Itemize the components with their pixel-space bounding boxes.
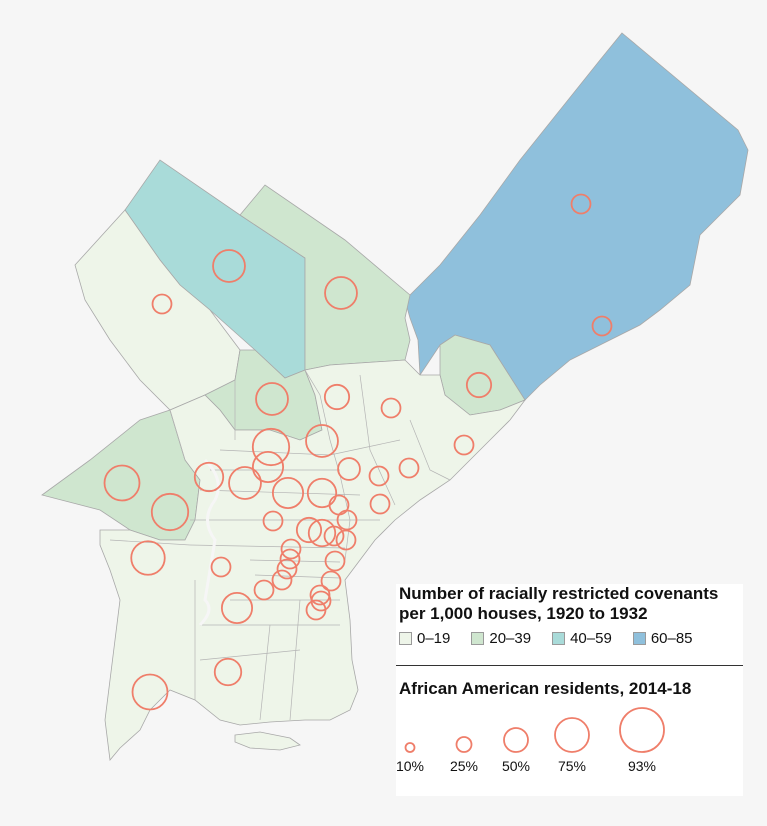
percentage-circle — [251, 450, 285, 484]
legend-item-20-39: 20–39 — [471, 630, 531, 647]
size-circle-93 — [619, 707, 665, 753]
size-circle-75 — [554, 717, 590, 753]
percentage-circle — [212, 249, 246, 283]
percentage-circle — [309, 584, 331, 606]
percentage-circle — [276, 558, 298, 580]
swatch-label-20-39: 20–39 — [489, 630, 532, 647]
internal-boundaries — [109, 369, 451, 721]
legend-swatches: 0–19 20–39 40–59 60–85 — [399, 630, 714, 647]
swatch-0-19 — [399, 632, 412, 645]
percentage-circle — [323, 525, 345, 547]
percentage-circle — [103, 464, 141, 502]
percentage-circle — [193, 461, 225, 493]
percentage-circle — [255, 382, 289, 416]
percentage-circle — [253, 579, 275, 601]
percentage-circle — [324, 550, 346, 572]
percentage-circles — [103, 193, 613, 711]
percentage-circle — [453, 434, 475, 456]
size-circles — [404, 707, 665, 753]
percentage-circle — [324, 276, 358, 310]
size-label-50: 50% — [502, 758, 530, 774]
percentage-circle — [368, 465, 390, 487]
percentage-circle — [271, 476, 305, 510]
legend-panel: Number of racially restricted covenants … — [396, 584, 743, 796]
legend-item-60-85: 60–85 — [632, 630, 693, 647]
percentage-circle — [251, 427, 291, 467]
size-circle-10 — [404, 742, 416, 753]
size-label-25: 25% — [450, 758, 478, 774]
swatch-label-60-85: 60–85 — [650, 630, 693, 647]
percentage-circle — [151, 293, 173, 315]
legend-title-line2: per 1,000 houses, 1920 to 1932 — [399, 604, 648, 623]
percentage-circle — [570, 193, 592, 215]
percentage-circle — [335, 529, 357, 551]
legend-item-0-19: 0–19 — [399, 630, 450, 647]
percentage-circle — [220, 591, 254, 625]
percentage-circle — [271, 569, 293, 591]
legend-size-scale: 10% 25% 50% 75% 93% — [396, 707, 665, 774]
percentage-circle — [150, 492, 190, 532]
percentage-circle — [305, 599, 327, 621]
legend-divider — [396, 665, 743, 666]
percentage-circle — [306, 477, 338, 509]
legend-size-title: African American residents, 2014-18 — [399, 679, 692, 698]
percentage-circle — [336, 509, 358, 531]
percentage-circle — [320, 570, 342, 592]
swatch-20-39 — [471, 632, 485, 645]
legend-title-line1: Number of racially restricted covenants — [399, 584, 719, 603]
percentage-circle — [213, 657, 243, 687]
size-label-75: 75% — [558, 758, 586, 774]
size-label-10: 10% — [396, 758, 424, 774]
region-mt-airy — [239, 184, 411, 371]
legend-item-40-59: 40–59 — [552, 630, 612, 647]
percentage-circle — [295, 516, 323, 544]
percentage-circle — [380, 397, 402, 419]
size-label-93: 93% — [628, 758, 656, 774]
percentage-circle — [323, 383, 351, 411]
swatch-60-85 — [632, 632, 646, 645]
percentage-circle — [369, 493, 391, 515]
percentage-circle — [210, 556, 232, 578]
percentage-circle — [130, 540, 166, 576]
percentage-circle — [131, 673, 169, 711]
percentage-circle — [337, 457, 361, 481]
region-south-philadelphia — [234, 731, 301, 751]
percentage-circle — [305, 424, 339, 458]
percentage-circle — [228, 466, 262, 500]
percentage-circle — [262, 510, 284, 532]
percentage-circle — [398, 457, 420, 479]
swatch-label-0-19: 0–19 — [417, 630, 451, 647]
size-circle-25 — [455, 736, 473, 753]
percentage-circle — [279, 548, 301, 570]
percentage-circle — [307, 518, 337, 548]
percentage-circle — [280, 538, 302, 560]
percentage-circle — [465, 371, 493, 399]
swatch-40-59 — [552, 632, 566, 645]
percentage-circle — [591, 315, 613, 337]
size-labels: 10% 25% 50% 75% 93% — [396, 758, 656, 774]
size-circle-50 — [503, 727, 529, 753]
swatch-label-40-59: 40–59 — [570, 630, 612, 647]
